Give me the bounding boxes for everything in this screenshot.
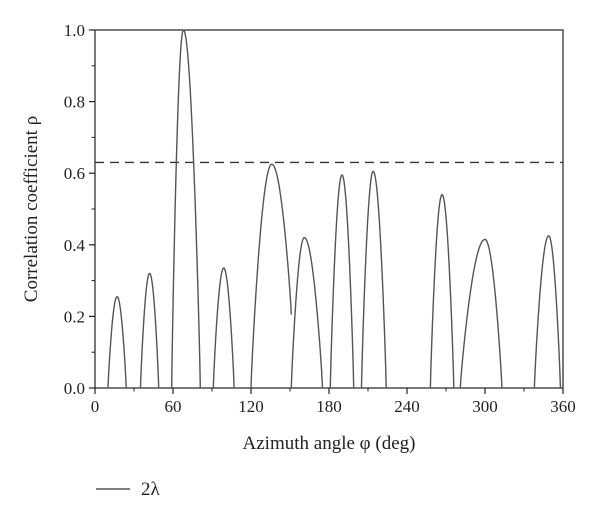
series-lobe-3: [171, 29, 201, 389]
series-lobe-5: [250, 163, 292, 389]
y-tick-label-4: 0.8: [64, 93, 85, 112]
series-lobe-10: [459, 238, 503, 389]
x-tick-label-180: 180: [316, 397, 342, 416]
series-lobe-8: [360, 170, 387, 389]
legend-label: 2λ: [141, 479, 161, 500]
series-lobe-11: [533, 235, 562, 389]
series-lobe-9: [429, 193, 455, 389]
legend: 2λ: [96, 479, 161, 500]
x-tick-label-0: 0: [91, 397, 100, 416]
y-axis-title: Correlation coefficient ρ: [21, 116, 42, 302]
series-lobe-7: [329, 174, 355, 389]
plot-border: [94, 29, 564, 389]
series-lobe-2: [139, 272, 160, 389]
y-tick-label-1: 0.2: [64, 307, 85, 326]
x-tick-label-120: 120: [238, 397, 264, 416]
tick-labels-layer: 0 60 120 180 240 300 360 0.0 0.2 0.4 0.6 0.8 1.0: [64, 21, 576, 416]
x-axis-title: Azimuth angle φ (deg): [243, 433, 416, 454]
series-lobe-1: [107, 295, 127, 389]
x-tick-label-60: 60: [165, 397, 182, 416]
plot-frame: [94, 29, 564, 389]
y-tick-label-3: 0.6: [64, 164, 85, 183]
series-layer: [107, 29, 562, 389]
x-tick-label-240: 240: [394, 397, 420, 416]
ticks-layer: [89, 29, 564, 394]
series-lobe-6: [290, 236, 324, 389]
x-tick-label-300: 300: [472, 397, 498, 416]
series-lobe-4: [212, 267, 235, 389]
y-tick-label-2: 0.4: [64, 236, 86, 255]
x-tick-label-360: 360: [550, 397, 576, 416]
y-tick-label-5: 1.0: [64, 21, 85, 40]
y-tick-label-0: 0.0: [64, 379, 85, 398]
